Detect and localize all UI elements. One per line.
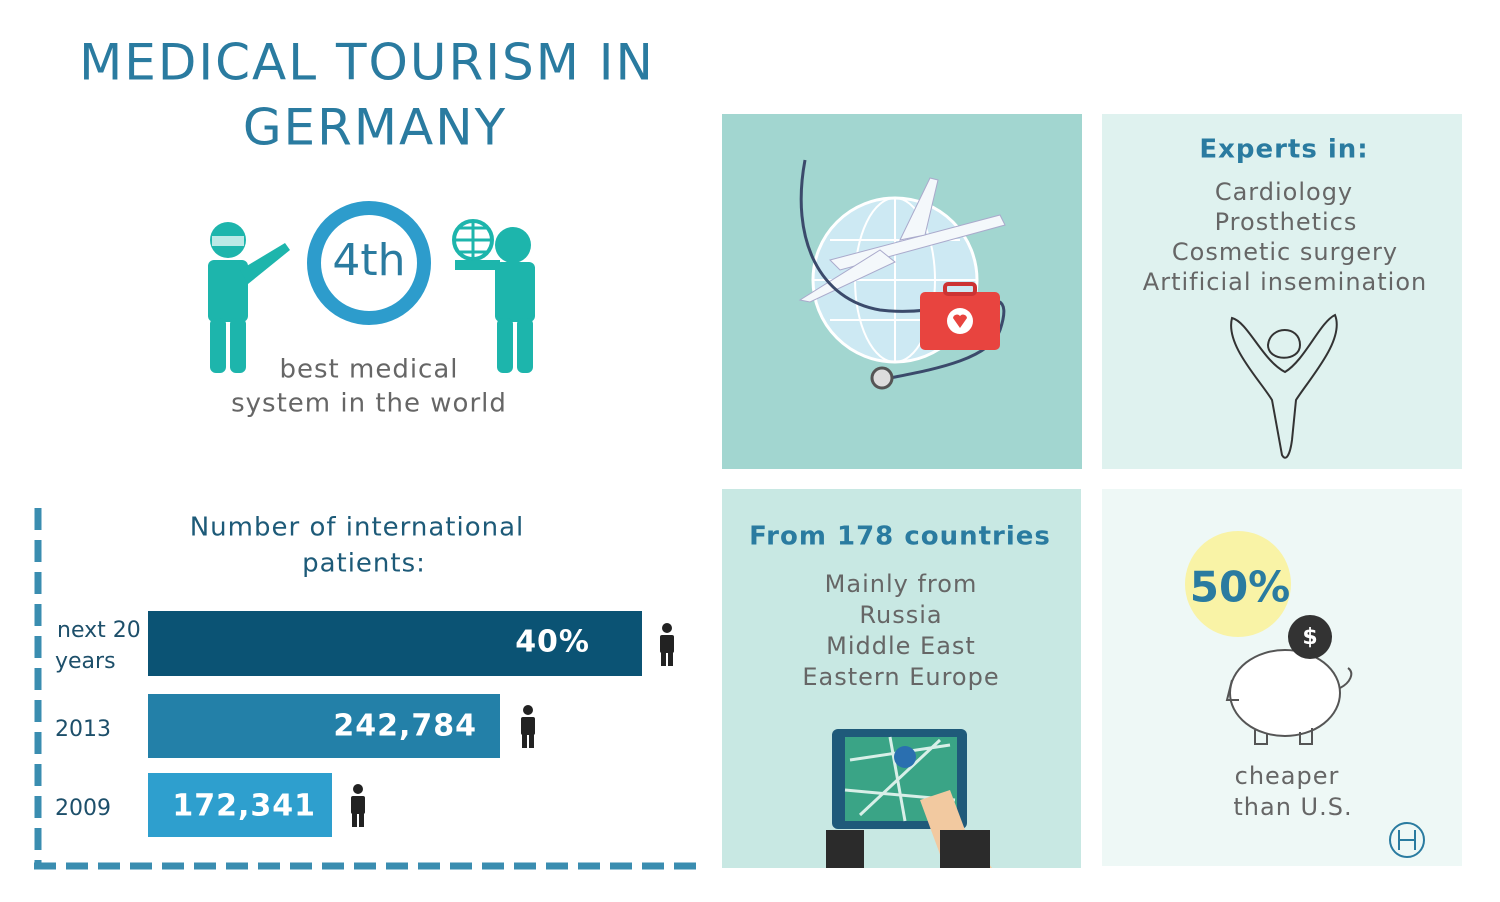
suitcase-handle <box>943 282 977 296</box>
piggy-bank <box>1225 649 1353 745</box>
countries-item: Mainly from <box>825 570 978 598</box>
savings-caption: than U.S. <box>1233 793 1352 821</box>
icon-part <box>352 813 357 827</box>
row-label: 2009 <box>55 796 111 821</box>
experts-item: Cardiology <box>1215 178 1353 206</box>
tablet-illustration <box>826 729 992 868</box>
patient-figure <box>452 219 535 373</box>
bar-value: 172,341 <box>172 789 316 824</box>
experts-title: Experts in: <box>1199 135 1368 165</box>
experts-panel <box>1102 114 1462 469</box>
icon-part <box>523 705 533 715</box>
ranking-ring <box>307 201 431 325</box>
savings-caption: cheaper <box>1235 762 1340 790</box>
person-icon <box>521 705 535 748</box>
bar <box>148 694 500 758</box>
arm <box>455 260 500 270</box>
ranking-value: 4th <box>332 235 405 286</box>
countries-item: Eastern Europe <box>802 663 999 691</box>
patients-title: patients: <box>302 549 426 579</box>
title-line: MEDICAL TOURISM IN <box>79 34 655 92</box>
ranking-caption: system in the world <box>231 389 507 419</box>
person-icon <box>660 623 674 666</box>
title-line: GERMANY <box>243 99 507 157</box>
stethoscope-head <box>870 366 894 390</box>
countries-item: Middle East <box>826 632 976 660</box>
pig-body <box>1229 649 1341 737</box>
countries-item: Russia <box>859 601 942 629</box>
sleeve <box>940 830 990 868</box>
leg <box>210 318 226 373</box>
sleeve <box>826 830 864 868</box>
icon-part <box>353 784 363 794</box>
row-label: 2013 <box>55 717 111 742</box>
arm <box>240 243 290 284</box>
icon-part <box>662 623 672 633</box>
icon-part <box>529 734 534 748</box>
person-icons <box>351 623 674 827</box>
icon-part <box>521 717 535 735</box>
globe-lines <box>813 198 977 362</box>
experts-item: Cosmetic surgery <box>1172 238 1398 266</box>
ranking-caption: best medical <box>279 355 458 385</box>
row-label: next 20 <box>57 618 141 643</box>
patients-title: Number of international <box>190 513 525 543</box>
leg <box>517 318 533 373</box>
body <box>495 262 535 322</box>
highlight-circle <box>1185 531 1291 637</box>
coin-symbol: $ <box>1302 625 1317 650</box>
icon-part <box>359 813 364 827</box>
head <box>495 227 531 263</box>
icon-part <box>668 652 673 666</box>
uterus-icon <box>1230 313 1338 459</box>
icon-part <box>522 734 527 748</box>
person-icon <box>351 784 365 827</box>
travel-illustration <box>798 159 1006 390</box>
icon-part <box>661 652 666 666</box>
bar <box>148 773 332 837</box>
row-label: years <box>55 649 116 674</box>
countries-title: From 178 countries <box>749 522 1051 552</box>
map-pin <box>894 746 916 768</box>
plane-wings <box>798 177 939 303</box>
logo-mark <box>1398 830 1416 850</box>
pig-details <box>1225 667 1353 745</box>
savings-value: 50% <box>1190 563 1291 612</box>
bar-value: 242,784 <box>333 709 477 744</box>
mask <box>212 236 244 246</box>
doctor-figure <box>208 222 290 373</box>
leg <box>230 318 246 373</box>
bar-value: 40% <box>515 625 590 660</box>
logo <box>1389 822 1425 858</box>
experts-item: Prosthetics <box>1215 208 1358 236</box>
body <box>208 260 248 322</box>
globe-lines <box>454 221 492 259</box>
icon-part <box>660 635 674 653</box>
heart <box>953 314 967 328</box>
leg <box>497 318 513 373</box>
coin <box>1288 615 1332 659</box>
bar <box>148 611 642 676</box>
icon-part <box>351 796 365 814</box>
experts-item: Artificial insemination <box>1143 268 1427 296</box>
